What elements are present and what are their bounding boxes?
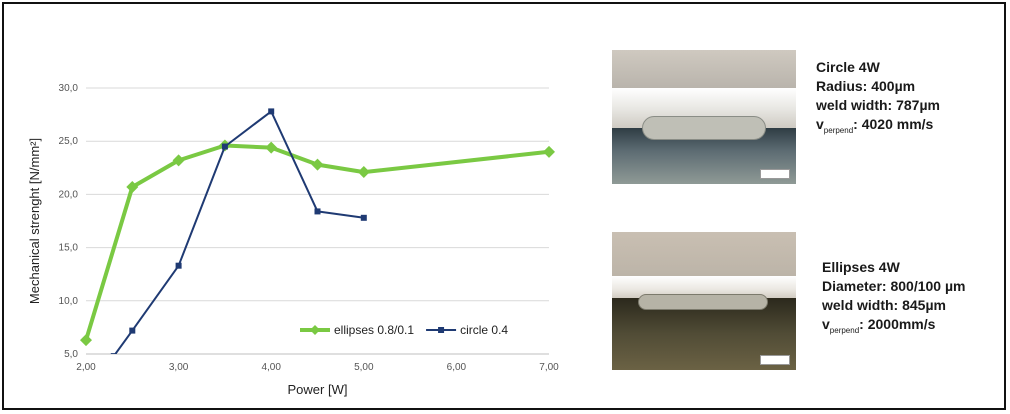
data-point bbox=[314, 208, 321, 215]
x-tick-label: 7,00 bbox=[539, 362, 559, 373]
data-point bbox=[311, 158, 324, 171]
legend-swatch-marker bbox=[310, 325, 320, 335]
velocity-value: : 2000mm/s bbox=[859, 316, 936, 332]
caption-weld-width: weld width: 787µm bbox=[816, 97, 940, 113]
caption-title: Ellipses 4W bbox=[822, 259, 900, 275]
velocity-symbol: v bbox=[822, 316, 830, 332]
legend-swatch-marker bbox=[438, 327, 445, 333]
caption-velocity: vperpend: 2000mm/s bbox=[822, 315, 965, 335]
velocity-subscript: perpend bbox=[823, 125, 854, 135]
micrograph-circle-caption: Circle 4W Radius: 400µm weld width: 787µ… bbox=[816, 58, 940, 135]
series-line bbox=[84, 143, 550, 341]
figure-frame bbox=[2, 2, 1006, 410]
x-tick-label: 2,00 bbox=[76, 362, 96, 373]
data-point bbox=[175, 262, 182, 269]
data-point bbox=[265, 141, 278, 154]
data-point bbox=[221, 143, 228, 150]
micrograph-ellipses-caption: Ellipses 4W Diameter: 800/100 µm weld wi… bbox=[822, 258, 966, 335]
y-tick-label: 15,0 bbox=[59, 243, 79, 254]
caption-velocity: vperpend: 4020 mm/s bbox=[816, 115, 940, 135]
x-tick-label: 6,00 bbox=[447, 362, 467, 373]
x-axis-ticks: 2,00 3,00 4,00 5,00 6,00 7,00 bbox=[76, 362, 559, 373]
data-point bbox=[110, 353, 117, 354]
legend-label: circle 0.4 bbox=[460, 323, 508, 337]
caption-title: Circle 4W bbox=[816, 59, 880, 75]
velocity-subscript: perpend bbox=[829, 325, 860, 335]
legend-label: ellipses 0.8/0.1 bbox=[334, 323, 414, 337]
x-tick-label: 4,00 bbox=[261, 362, 281, 373]
y-tick-label: 5,0 bbox=[64, 349, 78, 360]
y-axis-ticks: 5,0 10,0 15,0 20,0 25,0 30,0 bbox=[59, 83, 79, 360]
chart-gridlines bbox=[86, 87, 549, 355]
velocity-symbol: v bbox=[816, 116, 824, 132]
caption-radius: Radius: 400µm bbox=[816, 78, 916, 94]
x-axis-title: Power [W] bbox=[288, 382, 348, 397]
y-tick-label: 30,0 bbox=[59, 83, 79, 94]
data-point bbox=[357, 166, 370, 179]
caption-weld-width: weld width: 845µm bbox=[822, 297, 946, 313]
y-tick-label: 20,0 bbox=[59, 189, 79, 200]
data-point bbox=[360, 214, 367, 221]
data-point bbox=[172, 154, 185, 167]
micrograph-circle-image bbox=[612, 50, 796, 184]
y-tick-label: 10,0 bbox=[59, 296, 79, 307]
x-tick-label: 3,00 bbox=[169, 362, 189, 373]
data-point bbox=[268, 108, 275, 115]
chart-series bbox=[80, 108, 555, 354]
velocity-value: : 4020 mm/s bbox=[853, 116, 934, 132]
scale-bar bbox=[760, 169, 790, 179]
x-tick-label: 5,00 bbox=[354, 362, 374, 373]
caption-diameter: Diameter: 800/100 µm bbox=[822, 278, 966, 294]
y-axis-title: Mechanical strenght [N/mm²] bbox=[27, 138, 42, 304]
data-point bbox=[129, 327, 136, 334]
scale-bar bbox=[760, 355, 790, 365]
chart-legend: ellipses 0.8/0.1 circle 0.4 bbox=[300, 323, 508, 337]
data-point bbox=[126, 180, 139, 193]
y-tick-label: 25,0 bbox=[59, 136, 79, 147]
micrograph-ellipses-image bbox=[612, 232, 796, 370]
data-point bbox=[543, 145, 555, 158]
data-point bbox=[80, 334, 92, 347]
